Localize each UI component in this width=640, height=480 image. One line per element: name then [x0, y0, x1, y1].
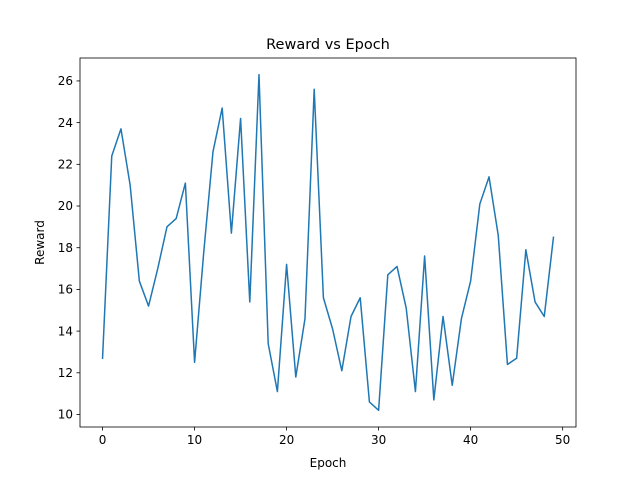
y-axis-ticks: 10 12 14 16 18 20 22 24 26: [58, 74, 80, 422]
y-axis-label: Reward: [33, 220, 47, 265]
y-tick-label: 24: [58, 116, 73, 130]
y-tick-label: 14: [58, 324, 73, 338]
series-line-reward: [101, 73, 555, 412]
y-tick-label: 22: [58, 158, 73, 172]
y-tick-label: 10: [58, 408, 73, 422]
y-tick-label: 26: [58, 74, 73, 88]
y-tick-label: 18: [58, 241, 73, 255]
x-tick-label: 40: [463, 433, 478, 447]
chart-title: Reward vs Epoch: [266, 37, 390, 53]
y-tick-label: 12: [58, 366, 73, 380]
x-tick-label: 20: [279, 433, 294, 447]
plot-area-frame: [79, 57, 577, 428]
x-tick-label: 50: [555, 433, 570, 447]
x-axis-label: Epoch: [310, 456, 347, 470]
y-tick-label: 16: [58, 283, 73, 297]
x-axis-ticks: 0 10 20 30 40 50: [99, 427, 570, 447]
x-tick-label: 10: [187, 433, 202, 447]
y-tick-label: 20: [58, 199, 73, 213]
x-tick-label: 0: [99, 433, 107, 447]
x-tick-label: 30: [371, 433, 386, 447]
